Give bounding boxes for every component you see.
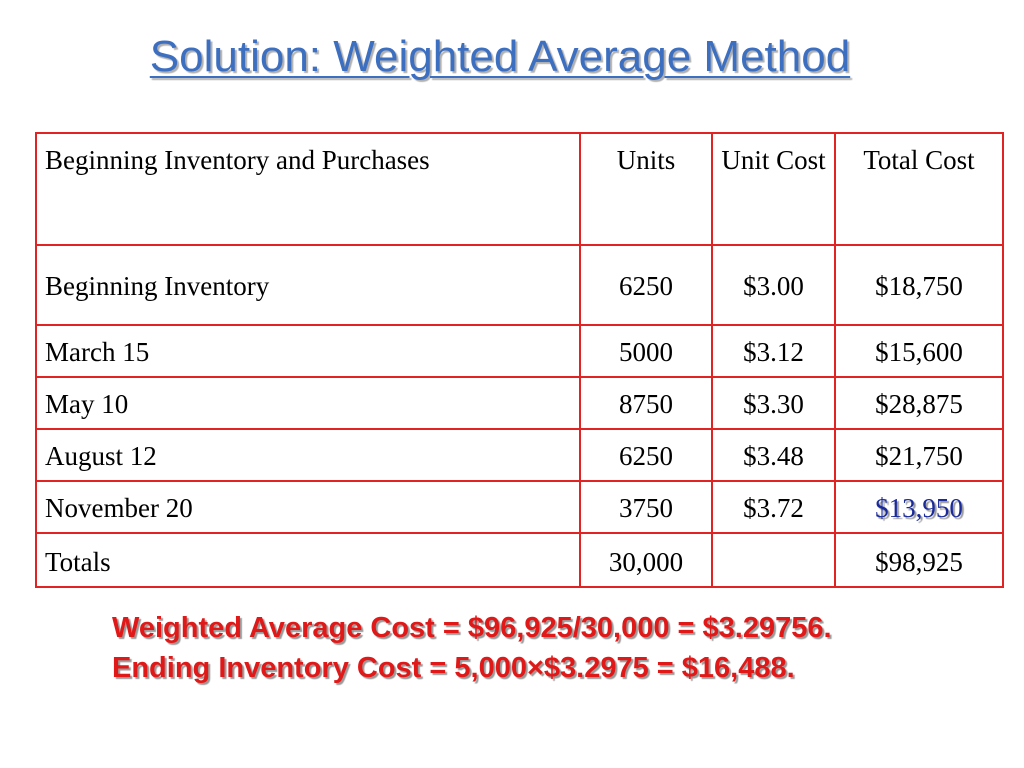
row-total-cost-highlighted: $13,950: [834, 480, 1004, 534]
header-units: Units: [579, 132, 713, 246]
header-unit-cost: Unit Cost: [711, 132, 836, 246]
row-units: 6250: [579, 244, 713, 326]
table-row: March 15 5000 $3.12 $15,600: [35, 324, 1004, 378]
row-label: November 20: [35, 480, 581, 534]
table-row: August 12 6250 $3.48 $21,750: [35, 428, 1004, 482]
row-units: 6250: [579, 428, 713, 482]
row-total-cost: $18,750: [834, 244, 1004, 326]
header-beginning-inventory-and-purchases: Beginning Inventory and Purchases: [35, 132, 581, 246]
slide-title: Solution: Weighted Average Method: [149, 32, 851, 81]
row-unit-cost: $3.00: [711, 244, 836, 326]
table-row: May 10 8750 $3.30 $28,875: [35, 376, 1004, 430]
calculation-notes: Weighted Average Cost = $96,925/30,000 =…: [112, 608, 832, 688]
row-total-cost: $15,600: [834, 324, 1004, 378]
row-unit-cost: $3.12: [711, 324, 836, 378]
row-total-cost: $28,875: [834, 376, 1004, 430]
totals-label: Totals: [35, 532, 581, 588]
row-label: Beginning Inventory: [35, 244, 581, 326]
row-units: 8750: [579, 376, 713, 430]
row-units: 3750: [579, 480, 713, 534]
table-row: November 20 3750 $3.72 $13,950: [35, 480, 1004, 534]
table-header-row: Beginning Inventory and Purchases Units …: [35, 132, 1004, 246]
ending-inventory-cost-line: Ending Inventory Cost = 5,000×$3.2975 = …: [112, 652, 795, 684]
row-unit-cost: $3.30: [711, 376, 836, 430]
totals-units: 30,000: [579, 532, 713, 588]
totals-unit-cost: [711, 532, 836, 588]
row-unit-cost: $3.72: [711, 480, 836, 534]
table-totals-row: Totals 30,000 $98,925: [35, 532, 1004, 588]
table-row: Beginning Inventory 6250 $3.00 $18,750: [35, 244, 1004, 326]
row-unit-cost: $3.48: [711, 428, 836, 482]
inventory-table: Beginning Inventory and Purchases Units …: [35, 132, 1004, 588]
row-label: May 10: [35, 376, 581, 430]
header-total-cost: Total Cost: [834, 132, 1004, 246]
row-units: 5000: [579, 324, 713, 378]
row-total-cost: $21,750: [834, 428, 1004, 482]
row-label: August 12: [35, 428, 581, 482]
weighted-average-cost-line: Weighted Average Cost = $96,925/30,000 =…: [112, 612, 832, 644]
row-label: March 15: [35, 324, 581, 378]
totals-total-cost: $98,925: [834, 532, 1004, 588]
